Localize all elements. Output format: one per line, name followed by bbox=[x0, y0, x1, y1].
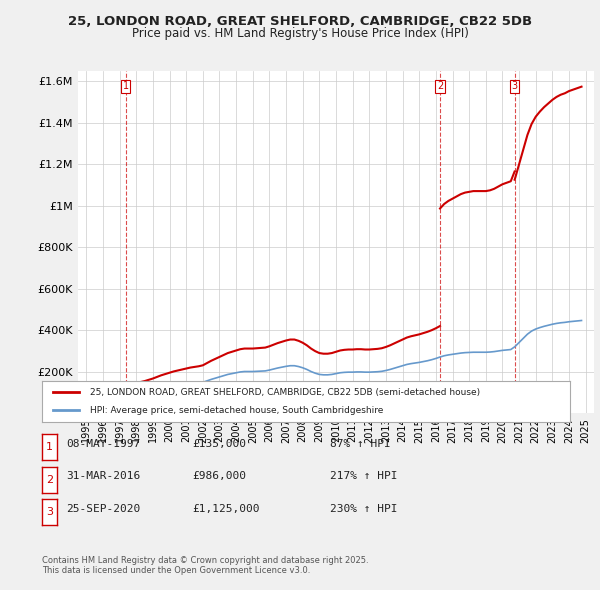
Text: 1: 1 bbox=[122, 81, 128, 91]
Text: 3: 3 bbox=[512, 81, 518, 91]
Text: 230% ↑ HPI: 230% ↑ HPI bbox=[330, 504, 398, 514]
Text: 87% ↑ HPI: 87% ↑ HPI bbox=[330, 439, 391, 449]
Text: 25-SEP-2020: 25-SEP-2020 bbox=[66, 504, 140, 514]
Text: 25, LONDON ROAD, GREAT SHELFORD, CAMBRIDGE, CB22 5DB (semi-detached house): 25, LONDON ROAD, GREAT SHELFORD, CAMBRID… bbox=[89, 388, 479, 396]
Text: Price paid vs. HM Land Registry's House Price Index (HPI): Price paid vs. HM Land Registry's House … bbox=[131, 27, 469, 40]
Text: 3: 3 bbox=[46, 507, 53, 517]
Text: 1: 1 bbox=[46, 442, 53, 452]
Text: 2: 2 bbox=[46, 475, 53, 484]
Text: Contains HM Land Registry data © Crown copyright and database right 2025.
This d: Contains HM Land Registry data © Crown c… bbox=[42, 556, 368, 575]
Text: HPI: Average price, semi-detached house, South Cambridgeshire: HPI: Average price, semi-detached house,… bbox=[89, 406, 383, 415]
Text: 217% ↑ HPI: 217% ↑ HPI bbox=[330, 471, 398, 481]
Text: 2: 2 bbox=[437, 81, 443, 91]
Text: 31-MAR-2016: 31-MAR-2016 bbox=[66, 471, 140, 481]
Text: £135,000: £135,000 bbox=[192, 439, 246, 449]
Text: £986,000: £986,000 bbox=[192, 471, 246, 481]
Text: £1,125,000: £1,125,000 bbox=[192, 504, 260, 514]
Text: 08-MAY-1997: 08-MAY-1997 bbox=[66, 439, 140, 449]
Text: 25, LONDON ROAD, GREAT SHELFORD, CAMBRIDGE, CB22 5DB: 25, LONDON ROAD, GREAT SHELFORD, CAMBRID… bbox=[68, 15, 532, 28]
